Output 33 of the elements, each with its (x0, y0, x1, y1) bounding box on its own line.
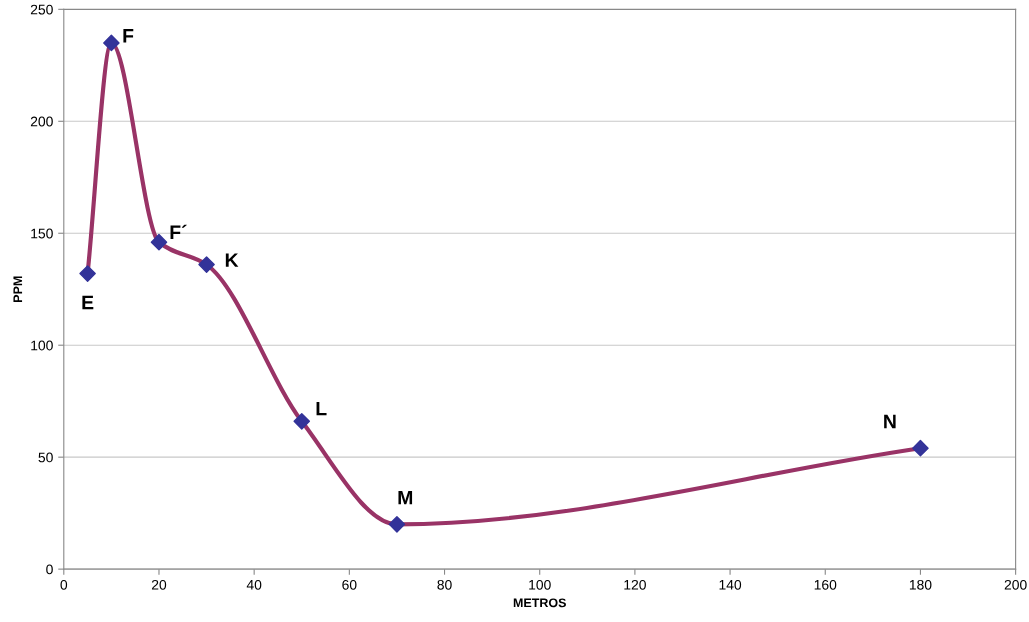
point (912, 439, 929, 457)
y-tick-label: 250 (30, 4, 53, 15)
point (150, 233, 168, 251)
x-tick-label: 200 (1004, 579, 1027, 590)
x-axis-title: METROS (513, 598, 566, 608)
y-tick-label: 0 (46, 564, 53, 575)
annotation: M (398, 491, 413, 505)
annotation: K (225, 253, 239, 267)
annotation: F´ (170, 224, 187, 239)
annotation: E (82, 295, 94, 310)
x-tick-label: 180 (909, 579, 932, 590)
x-tick-label: 160 (814, 579, 837, 590)
x-tick-label: 20 (151, 579, 167, 590)
annotation: N (884, 414, 896, 429)
annotation: F (123, 29, 134, 43)
point (388, 516, 406, 533)
y-tick-label: 100 (31, 340, 53, 351)
x-tick-label: 0 (60, 579, 68, 590)
x-tick-label: 40 (246, 579, 262, 590)
y-tick-label: 50 (38, 452, 53, 463)
annotation: L (316, 401, 327, 416)
point (79, 265, 96, 282)
point (103, 34, 120, 52)
point (293, 413, 311, 430)
x-tick-label: 60 (342, 579, 357, 590)
x-tick-label: 100 (529, 579, 551, 590)
y-tick-label: 200 (30, 116, 53, 127)
x-tick-label: 120 (624, 579, 646, 590)
point (198, 256, 215, 273)
x-tick-label: 80 (437, 579, 452, 590)
y-tick-label: 150 (31, 228, 53, 239)
y-axis-title: PPM (13, 276, 23, 302)
x-tick-label: 140 (719, 579, 742, 590)
